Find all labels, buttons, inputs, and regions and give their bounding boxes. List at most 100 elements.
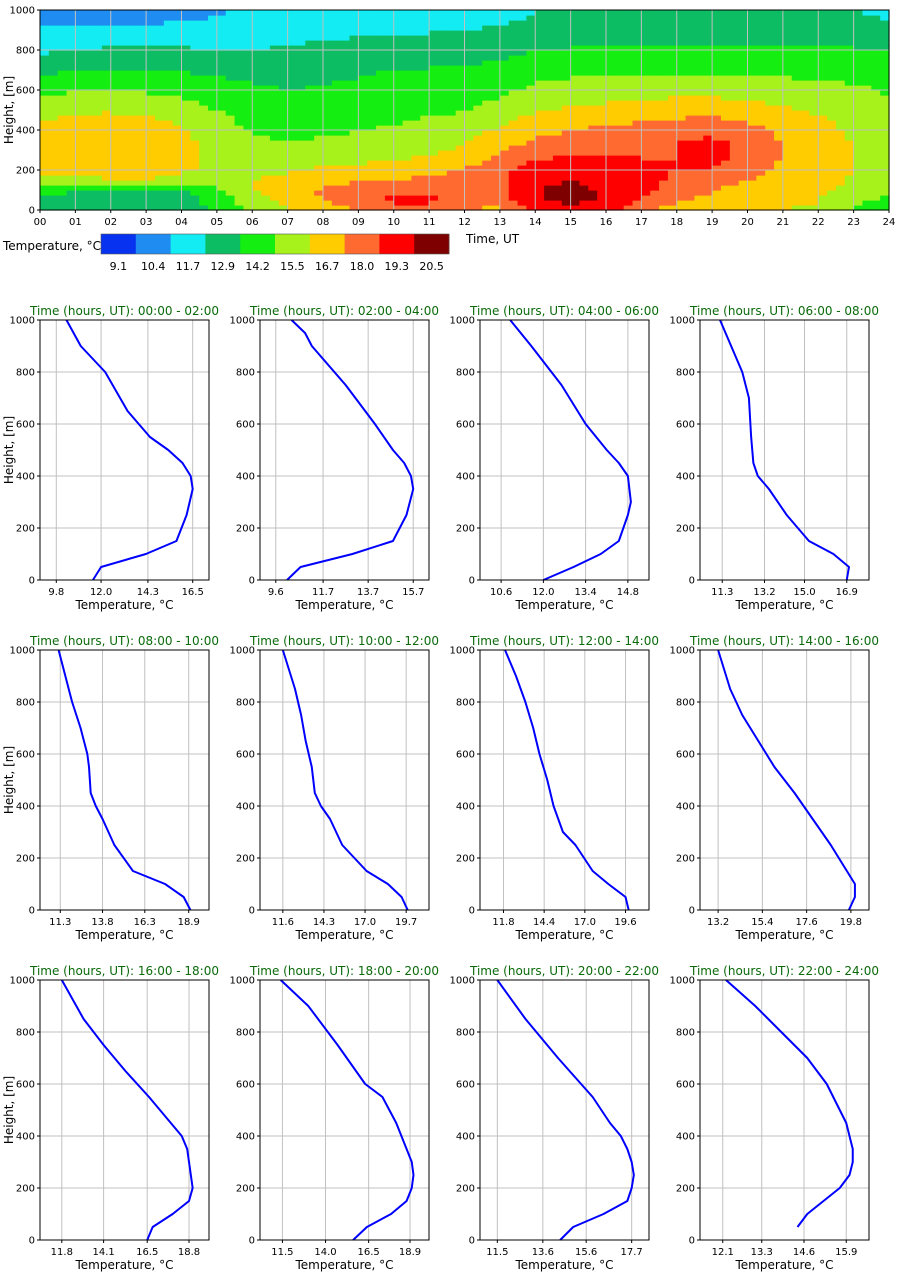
heatmap-cell xyxy=(455,180,466,186)
heatmap-cell xyxy=(659,75,669,81)
heatmap-cell xyxy=(517,160,527,166)
heatmap-cell xyxy=(376,85,386,91)
heatmap-cell xyxy=(137,170,147,176)
heatmap-cell xyxy=(128,95,138,101)
heatmap-cell xyxy=(331,65,342,71)
heatmap-cell xyxy=(163,200,174,206)
heatmap-cell xyxy=(446,190,457,196)
heatmap-cell xyxy=(278,190,289,196)
heatmap-cell xyxy=(358,120,368,126)
heatmap-cell xyxy=(835,160,846,166)
heatmap-cell xyxy=(146,75,156,81)
heatmap-cell xyxy=(552,70,563,76)
heatmap-cell xyxy=(48,185,59,191)
heatmap-cell xyxy=(659,150,669,156)
heatmap-cell xyxy=(535,150,545,156)
heatmap-cell xyxy=(314,55,324,61)
heatmap-cell xyxy=(738,115,749,121)
heatmap-cell xyxy=(508,20,519,26)
heatmap-cell xyxy=(517,20,527,26)
heatmap-cell xyxy=(561,175,572,181)
heatmap-cell xyxy=(597,120,607,126)
heatmap-cell xyxy=(367,160,377,166)
profile-title: Time (hours, UT): 10:00 - 12:00 xyxy=(249,634,439,648)
heatmap-cell xyxy=(40,150,50,156)
heatmap-cell xyxy=(499,80,510,86)
heatmap-cell xyxy=(75,35,85,41)
heatmap-cell xyxy=(827,195,837,201)
heatmap-cell xyxy=(57,105,68,111)
heatmap-cell xyxy=(747,85,757,91)
profile-charts: 9.8 12.0 14.3 16.502004006008001000Temperat… xyxy=(2,304,879,1272)
heatmap-cell xyxy=(570,180,581,186)
heatmap-cell xyxy=(376,195,386,201)
heatmap-cell xyxy=(199,100,209,106)
heatmap-cell xyxy=(66,20,76,26)
heatmap-cell xyxy=(738,105,749,111)
heatmap-cell xyxy=(101,70,112,76)
temperature-profile-line xyxy=(280,979,415,1241)
heatmap-cell xyxy=(491,10,501,16)
heatmap-cell xyxy=(791,190,802,196)
heatmap-cell xyxy=(234,55,244,61)
heatmap-cell xyxy=(314,160,324,166)
heatmap-cell xyxy=(331,60,342,66)
heatmap-cell xyxy=(482,185,492,191)
heatmap-cell xyxy=(261,45,271,51)
profile-x-tick-label: 13.8 xyxy=(91,917,113,928)
heatmap-cell xyxy=(252,55,262,61)
heatmap-cell xyxy=(66,25,76,31)
profile-y-tick-label: 400 xyxy=(236,802,255,813)
heatmap-cell xyxy=(340,130,351,136)
heatmap-cell xyxy=(712,110,722,116)
heatmap-cell xyxy=(225,145,236,151)
heatmap-cell xyxy=(729,190,740,196)
heatmap-cell xyxy=(641,120,651,126)
heatmap-cell xyxy=(376,205,386,211)
heatmap-cell xyxy=(632,50,642,56)
heatmap-cell xyxy=(314,105,324,111)
heatmap-cell xyxy=(376,135,386,141)
heatmap-cell xyxy=(172,100,183,106)
heatmap-cell xyxy=(853,120,864,126)
heatmap-cell xyxy=(597,205,607,211)
heatmap-cell xyxy=(278,60,289,66)
heatmap-cell xyxy=(835,60,846,66)
heatmap-cell xyxy=(517,60,527,66)
heatmap-cell xyxy=(844,120,855,126)
heatmap-cell xyxy=(747,25,757,31)
heatmap-cell xyxy=(305,105,315,111)
heatmap-cell xyxy=(614,180,625,186)
heatmap-cell xyxy=(84,185,94,191)
heatmap-cell xyxy=(252,170,262,176)
heatmap-cell xyxy=(163,145,174,151)
heatmap-cell xyxy=(287,165,298,171)
heatmap-cell xyxy=(871,50,881,56)
profile-x-tick-label: 14.8 xyxy=(617,587,639,598)
heatmap-cell xyxy=(809,10,819,16)
heatmap-cell xyxy=(676,45,687,51)
heatmap-cell xyxy=(384,45,395,51)
heatmap-cell xyxy=(694,55,704,61)
heatmap-cell xyxy=(641,40,651,46)
heatmap-cell xyxy=(154,55,165,61)
heatmap-cell xyxy=(48,50,59,56)
heatmap-cell xyxy=(809,200,819,206)
heatmap-cell xyxy=(473,165,483,171)
heatmap-cell xyxy=(561,60,572,66)
heatmap-cell xyxy=(782,30,793,36)
heatmap-cell xyxy=(473,110,483,116)
heatmap-cell xyxy=(526,70,536,76)
heatmap-cell xyxy=(331,50,342,56)
heatmap-cell xyxy=(331,95,342,101)
heatmap-cell xyxy=(340,65,351,71)
heatmap-cell xyxy=(367,130,377,136)
heatmap-cell xyxy=(818,35,828,41)
heatmap-cell xyxy=(667,195,678,201)
heatmap-cell xyxy=(667,80,678,86)
heatmap-cell xyxy=(349,135,359,141)
heatmap-cell xyxy=(597,125,607,131)
heatmap-cell xyxy=(216,35,227,41)
profile-x-tick-label: 14.0 xyxy=(314,1247,336,1258)
heatmap-cell xyxy=(234,165,244,171)
